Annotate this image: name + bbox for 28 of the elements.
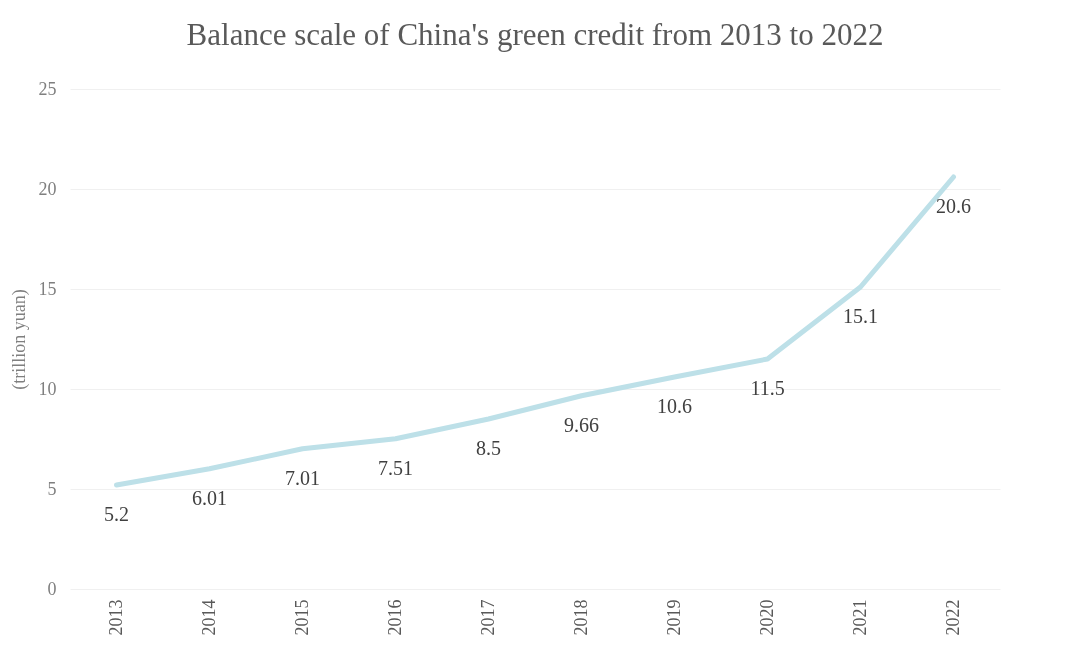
x-tick-label: 2020 — [757, 599, 777, 636]
x-tick-label: 2016 — [385, 599, 405, 636]
data-label: 7.01 — [285, 466, 320, 489]
data-label: 8.5 — [476, 437, 501, 459]
y-tick-label: 25 — [38, 78, 57, 99]
x-tick-label: 2013 — [106, 599, 126, 636]
data-label: 7.51 — [378, 456, 413, 479]
x-tick-label: 2021 — [850, 599, 870, 636]
x-tick-label: 2018 — [571, 599, 591, 636]
data-label: 15.1 — [843, 305, 878, 327]
y-tick-label: 15 — [38, 278, 57, 299]
data-label: 11.5 — [750, 377, 785, 399]
y-tick-label: 10 — [38, 378, 57, 399]
data-label: 6.01 — [192, 486, 227, 509]
x-tick-label: 2019 — [664, 599, 684, 636]
y-tick-label: 5 — [47, 478, 57, 499]
data-label: 5.2 — [104, 503, 129, 525]
data-label: 10.6 — [657, 395, 692, 417]
x-tick-label: 2015 — [292, 599, 312, 636]
x-tick-label: 2022 — [943, 599, 963, 636]
y-tick-label: 20 — [38, 178, 57, 199]
x-tick-label: 2014 — [199, 599, 219, 636]
data-label: 20.6 — [936, 195, 971, 217]
y-axis-title: (trillion yuan) — [8, 289, 30, 390]
x-tick-label: 2017 — [478, 599, 498, 636]
data-label: 9.66 — [564, 413, 599, 436]
chart-title: Balance scale of China's green credit from 2013 to 2022 — [186, 17, 884, 52]
y-tick-label: 0 — [47, 578, 57, 599]
